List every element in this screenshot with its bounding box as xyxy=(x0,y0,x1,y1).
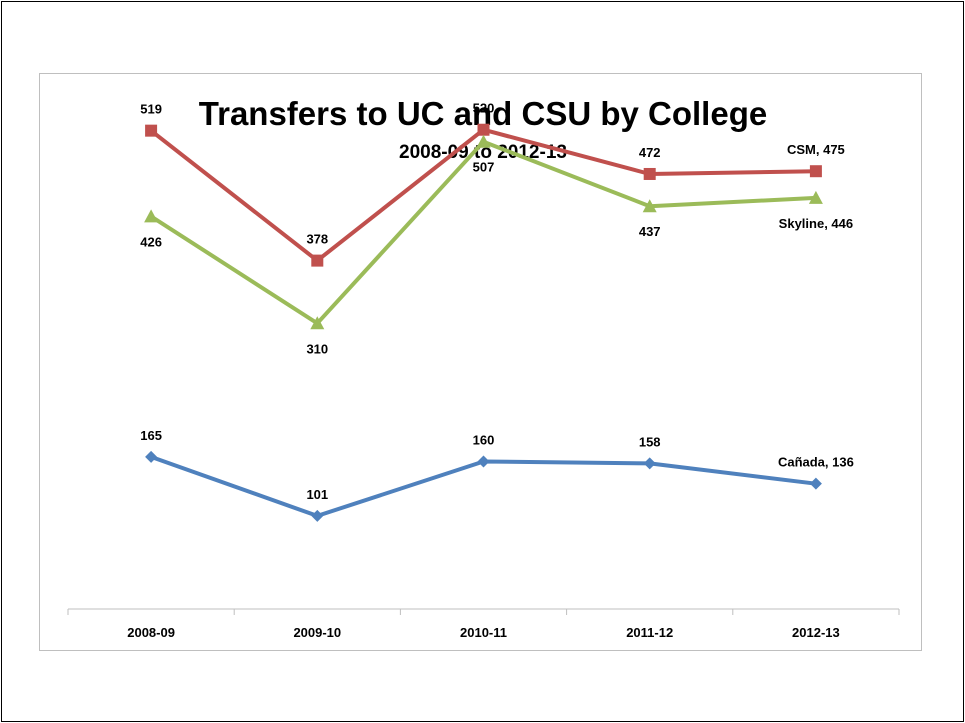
data-label: 520 xyxy=(473,101,495,116)
x-tick-label: 2011-12 xyxy=(626,625,673,640)
data-label: 437 xyxy=(639,224,661,239)
data-label: 378 xyxy=(306,232,328,247)
x-tick-label: 2008-09 xyxy=(127,625,175,640)
data-label: 101 xyxy=(306,487,328,502)
series-layer xyxy=(144,123,823,522)
data-label: 310 xyxy=(306,341,328,356)
x-tick-label: 2012-13 xyxy=(792,625,840,640)
data-label: 519 xyxy=(140,102,162,117)
data-label: 165 xyxy=(140,428,162,443)
data-point-csm xyxy=(809,165,822,178)
data-point-ca-ada xyxy=(311,509,324,522)
data-point-ca-ada xyxy=(809,477,822,490)
data-label: 507 xyxy=(473,160,495,175)
data-label: 426 xyxy=(140,234,162,249)
data-point-csm xyxy=(477,123,490,136)
data-label: 472 xyxy=(639,145,661,160)
data-point-csm xyxy=(311,254,324,267)
data-point-ca-ada xyxy=(145,450,158,463)
data-label: 160 xyxy=(473,433,495,448)
data-label: CSM, 475 xyxy=(787,142,845,157)
data-label: Cañada, 136 xyxy=(778,455,854,470)
chart-frame xyxy=(39,73,922,651)
x-tick-label: 2009-10 xyxy=(293,625,341,640)
data-point-skyline xyxy=(476,134,491,148)
data-point-skyline xyxy=(144,209,159,223)
x-tick-label: 2010-11 xyxy=(460,625,507,640)
x-axis: 2008-09 2009-10 2010-11 2011-12 2012-13 xyxy=(67,608,900,640)
data-label: 158 xyxy=(639,434,661,449)
data-label: Skyline, 446 xyxy=(779,216,853,231)
data-point-ca-ada xyxy=(643,457,656,470)
data-point-ca-ada xyxy=(477,455,490,468)
data-point-csm xyxy=(643,167,656,180)
data-point-skyline xyxy=(808,190,823,204)
data-point-csm xyxy=(145,124,158,137)
data-point-skyline xyxy=(310,316,325,330)
data-point-skyline xyxy=(642,199,657,213)
data-labels: 519 378 520 472 CSM, 475 426 310 507 437 Skyline,… xyxy=(140,101,854,502)
